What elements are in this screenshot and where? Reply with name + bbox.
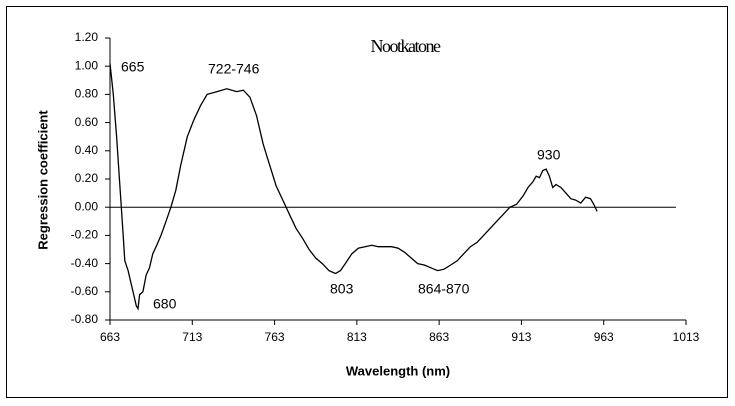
annotation: 803 <box>330 281 354 297</box>
annotation: 930 <box>537 147 561 163</box>
annotation: 722-746 <box>208 61 260 77</box>
y-tick-label: 0.80 <box>75 87 99 101</box>
y-tick-label: 0.20 <box>75 171 99 185</box>
x-tick-label: 863 <box>429 330 449 344</box>
frame <box>6 6 728 398</box>
y-tick-label: -0.20 <box>71 228 99 242</box>
y-tick-label: -0.80 <box>71 312 99 326</box>
x-tick-label: 963 <box>594 330 614 344</box>
annotation: 680 <box>153 296 177 312</box>
y-tick-label: 1.00 <box>75 58 99 72</box>
x-tick-label: 1013 <box>673 330 700 344</box>
y-tick-label: 0.60 <box>75 115 99 129</box>
annotation: 665 <box>121 59 145 75</box>
y-tick-label: 0.40 <box>75 143 99 157</box>
y-tick-label: -0.60 <box>71 284 99 298</box>
chart-title: Nootkatone <box>371 36 441 56</box>
y-tick-label: 0.00 <box>75 199 99 213</box>
x-tick-label: 813 <box>347 330 367 344</box>
y-axis-title: Regression coefficient <box>35 110 50 250</box>
x-tick-label: 763 <box>265 330 285 344</box>
x-tick-label: 913 <box>511 330 531 344</box>
y-tick-label: -0.40 <box>71 256 99 270</box>
x-tick-label: 713 <box>182 330 202 344</box>
x-axis-title: Wavelength (nm) <box>346 363 450 378</box>
x-tick-label: 663 <box>100 330 120 344</box>
data-line <box>109 63 598 311</box>
annotation: 864-870 <box>418 281 470 297</box>
y-tick-label: 1.20 <box>75 30 99 44</box>
